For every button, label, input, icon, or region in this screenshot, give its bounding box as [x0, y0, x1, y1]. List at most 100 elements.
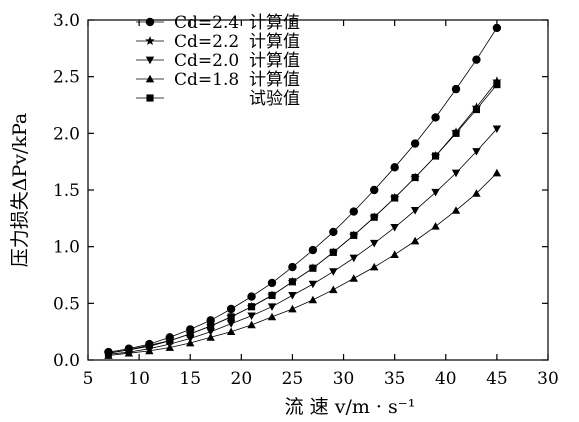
data-point — [431, 222, 440, 230]
legend-entry-5: 试验值 — [136, 89, 300, 109]
y-tick-label: 1.0 — [53, 238, 80, 258]
data-point — [206, 333, 215, 341]
x-tick-label: 20 — [231, 369, 253, 389]
x-tick-label: 35 — [384, 369, 406, 389]
data-point — [186, 338, 195, 347]
data-point — [390, 224, 399, 232]
data-point — [349, 254, 358, 263]
legend-entry-1: Cd=2.4 计算值 — [136, 13, 300, 33]
y-tick-label: 0.5 — [53, 294, 80, 314]
data-point — [288, 304, 297, 313]
x-tick-label: 45 — [486, 369, 508, 389]
data-point — [349, 274, 358, 282]
data-point — [267, 303, 277, 311]
data-point — [206, 328, 215, 336]
x-tick-label: 15 — [179, 369, 201, 389]
data-point — [329, 285, 338, 294]
legend-note: 试验值 — [249, 89, 300, 109]
data-point — [247, 312, 256, 320]
data-point — [451, 169, 461, 178]
data-point — [308, 295, 318, 304]
data-point — [492, 168, 502, 177]
data-point — [410, 207, 420, 215]
data-point — [104, 349, 113, 357]
data-point — [452, 129, 460, 137]
y-tick-label: 2.5 — [53, 68, 80, 88]
series-layer — [103, 23, 502, 359]
data-point — [431, 113, 440, 122]
data-point — [451, 206, 461, 214]
y-tick-label: 0.0 — [53, 351, 80, 371]
data-point — [410, 139, 420, 148]
data-point — [268, 291, 276, 299]
legend-note: 计算值 — [249, 51, 300, 71]
legend-marker — [145, 17, 155, 27]
data-point — [227, 313, 235, 321]
x-tick-label: 30 — [537, 369, 559, 389]
legend-label: Cd=2.0 — [174, 51, 239, 71]
legend-label: Cd=2.2 — [174, 32, 239, 52]
legend-label: Cd=2.4 — [174, 13, 239, 33]
data-point — [186, 330, 194, 338]
x-tick-label: 10 — [128, 369, 150, 389]
legend-note: 计算值 — [249, 70, 300, 90]
data-point — [390, 163, 399, 172]
x-tick-label: 5 — [83, 369, 94, 389]
x-tick-label: 25 — [282, 369, 304, 389]
legend-note: 计算值 — [249, 13, 300, 33]
data-point — [492, 23, 502, 33]
x-tick-label: 40 — [435, 369, 457, 389]
series-line — [108, 128, 498, 355]
data-point — [493, 81, 501, 89]
series-line — [108, 172, 498, 356]
data-point — [267, 278, 277, 288]
legend-note: 计算值 — [249, 32, 300, 52]
plot-border — [87, 19, 549, 361]
y-tick-label: 2.0 — [53, 124, 80, 144]
data-point — [472, 189, 481, 197]
data-point — [350, 231, 358, 239]
data-point — [308, 245, 318, 255]
data-point — [329, 268, 338, 276]
data-point — [145, 346, 154, 355]
legend-entry-4: Cd=1.8 计算值 — [136, 70, 300, 90]
y-tick-label: 3.0 — [53, 11, 80, 31]
data-point — [329, 248, 337, 256]
data-point — [288, 292, 297, 300]
data-point — [472, 148, 481, 156]
data-point — [226, 327, 236, 336]
data-point — [288, 262, 297, 272]
data-point — [145, 341, 153, 349]
legend-marker — [145, 56, 155, 65]
data-point — [411, 173, 419, 182]
data-point — [207, 322, 215, 330]
data-point — [125, 346, 133, 354]
x-axis-label: 流 速 v/m · s⁻¹ — [285, 396, 416, 418]
data-point — [472, 55, 481, 64]
ticks-layer: 5 10 15 20 25 30 35 40 45 30 0.0 0.5 1.0 1.5 2.0 2.5 3.0 — [53, 11, 559, 389]
data-point — [329, 227, 338, 237]
series-line — [108, 84, 498, 354]
data-point — [226, 304, 236, 314]
series-3 — [104, 125, 502, 359]
x-tick-label: 30 — [333, 369, 355, 389]
legend-marker — [145, 36, 155, 46]
y-tick-label: 1.5 — [53, 181, 80, 201]
data-point — [391, 194, 399, 202]
data-point — [226, 320, 236, 328]
data-point — [166, 337, 174, 345]
y-axis-label: 压力损失ΔPv/kPa — [9, 113, 31, 267]
data-point — [410, 236, 420, 245]
data-point — [370, 239, 379, 248]
legend-label: Cd=1.8 — [174, 70, 239, 90]
series-2 — [103, 76, 502, 358]
data-point — [472, 105, 481, 114]
data-point — [349, 207, 358, 216]
data-point — [247, 303, 256, 311]
series-line — [108, 80, 498, 354]
data-point — [431, 188, 440, 197]
data-point — [492, 125, 502, 133]
data-point — [370, 185, 379, 195]
